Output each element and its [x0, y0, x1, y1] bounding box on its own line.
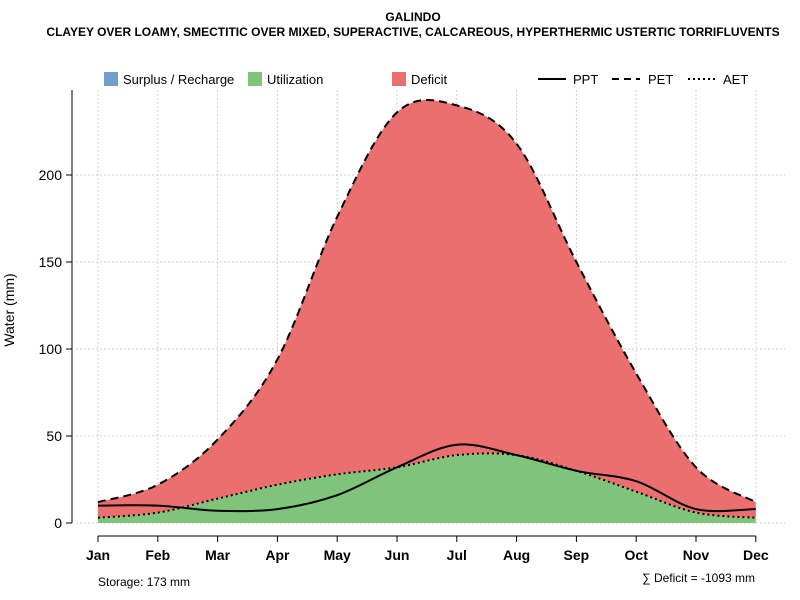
x-tick-label: Jun	[385, 547, 410, 563]
y-tick-label: 50	[46, 428, 62, 444]
axes: 0 50 100 150 200 Jan Feb Mar Apr May Jun Jul Aug Sep O…	[39, 90, 769, 563]
x-tick-label: Dec	[743, 547, 769, 563]
area-utilization	[98, 453, 756, 523]
legend-label-pet: PET	[648, 72, 673, 87]
legend-swatch-surplus	[104, 72, 118, 86]
y-tick-label: 100	[39, 341, 63, 357]
chart-subtitle: CLAYEY OVER LOAMY, SMECTITIC OVER MIXED,…	[46, 25, 779, 39]
storage-note: Storage: 173 mm	[98, 575, 190, 589]
y-tick-label: 150	[39, 254, 63, 270]
x-tick-label: May	[324, 547, 351, 563]
legend-label-aet: AET	[723, 72, 748, 87]
deficit-note: ∑ Deficit = -1093 mm	[642, 571, 755, 585]
y-axis-label: Water (mm)	[1, 273, 17, 346]
series-lines	[97, 99, 757, 519]
legend-label-deficit: Deficit	[411, 72, 448, 87]
area-deficit	[98, 99, 756, 518]
legend: Surplus / Recharge Utilization Deficit P…	[104, 72, 748, 87]
x-tick-label: Sep	[564, 547, 590, 563]
x-tick-label: Nov	[683, 547, 710, 563]
legend-label-utilization: Utilization	[267, 72, 323, 87]
x-tick-label: Apr	[265, 547, 290, 563]
x-tick-label: Oct	[625, 547, 649, 563]
legend-label-surplus: Surplus / Recharge	[123, 72, 234, 87]
x-tick-label: Jan	[86, 547, 110, 563]
series-line-ppt	[97, 443, 756, 513]
x-tick-label: Aug	[503, 547, 530, 563]
legend-swatch-utilization	[248, 72, 262, 86]
chart-title: GALINDO	[385, 10, 440, 24]
y-tick-label: 0	[54, 515, 62, 531]
legend-label-ppt: PPT	[573, 72, 598, 87]
x-tick-label: Feb	[145, 547, 170, 563]
y-tick-label: 200	[39, 167, 63, 183]
areas	[98, 99, 756, 523]
series-line-pet	[97, 99, 757, 504]
legend-swatch-deficit	[392, 72, 406, 86]
series-line-aet	[97, 452, 756, 519]
x-tick-label: Jul	[447, 547, 467, 563]
x-tick-label: Mar	[205, 547, 230, 563]
